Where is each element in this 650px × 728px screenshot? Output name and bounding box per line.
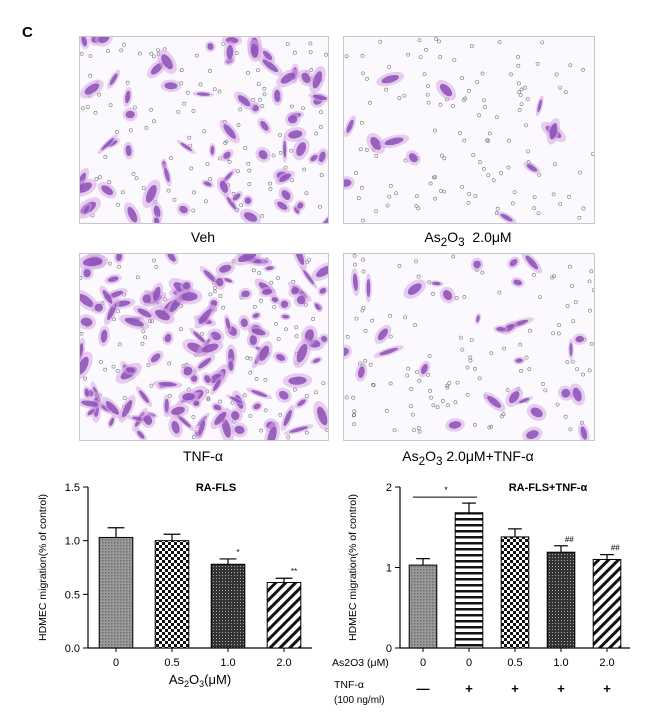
cell-field: [344, 254, 594, 440]
tnf-sign: +: [511, 681, 519, 696]
caption-part: 2.0μM: [464, 229, 512, 245]
caption-part: 2.0μM+TNF-α: [442, 448, 534, 464]
caption-tnf: TNF-α: [183, 448, 223, 464]
caption-part: O: [447, 229, 459, 245]
y-tick-label: 1.5: [65, 482, 80, 494]
y-tick-label: 0.5: [65, 589, 80, 601]
caption-sub: 3: [436, 454, 443, 468]
caption-part: As: [424, 229, 441, 245]
x-tick-label: 1.0: [553, 657, 568, 669]
micrograph-veh: [79, 36, 329, 224]
tnf-sign: —: [417, 681, 430, 696]
micrograph-as2o3-tnf: [343, 253, 595, 441]
significance-marker: ##: [565, 535, 574, 544]
bar: [546, 551, 576, 649]
caption-sub: 3: [458, 235, 465, 249]
y-tick-label: 1: [386, 563, 392, 575]
caption-veh: Veh: [190, 229, 216, 245]
row-label-tnf: TNF-α: [334, 679, 364, 691]
bar: [592, 558, 622, 649]
y-tick-label: 0: [386, 643, 392, 655]
row-label-tnf-dose: (100 ng/ml): [334, 695, 385, 706]
significance-marker: *: [237, 548, 240, 557]
panel-label: C: [22, 24, 33, 41]
bar: [266, 582, 302, 649]
cell-field: [80, 254, 328, 440]
x-tick-label: 0.5: [164, 657, 179, 669]
caption-sub: 2: [440, 235, 448, 249]
bar: [408, 564, 438, 649]
y-tick-label: 1.0: [65, 536, 80, 548]
bar: [500, 536, 530, 649]
row-label-as2o3: As2O3 (μM): [332, 657, 389, 669]
bar: [454, 512, 484, 649]
caption-as2o3: As2O3 2.0μM: [343, 229, 593, 249]
chart-title: RA-FLS+TNF-α: [509, 482, 588, 494]
bar: [98, 536, 134, 649]
caption-sub: 2: [418, 454, 426, 468]
x-tick-label: 2.0: [276, 657, 291, 669]
significance-marker: **: [291, 567, 297, 576]
significance-marker: ##: [611, 544, 620, 553]
tnf-sign: +: [603, 681, 611, 696]
chart-ra-fls: 0.0 0.5 1.0 1.5 HDMEC migration(% of control…: [37, 482, 312, 689]
x-tick-label: 0: [466, 657, 472, 669]
cell-field: [80, 37, 328, 223]
chart-title: RA-FLS: [196, 482, 236, 494]
y-tick-label: 0.0: [65, 643, 80, 655]
x-tick-label: 0.5: [507, 657, 522, 669]
x-tick-label: 0: [420, 657, 426, 669]
x-tick-label: 2.0: [599, 657, 614, 669]
y-axis-label: HDMEC migration(% of control): [37, 494, 49, 641]
caption-part: O: [425, 448, 436, 464]
x-tick-label: 1.0: [220, 657, 235, 669]
micrograph-as2o3: [343, 36, 595, 224]
y-tick-label: 2: [386, 482, 392, 494]
bar: [210, 563, 246, 649]
comparison-star: *: [444, 485, 448, 495]
x-tick-label: 0: [113, 657, 119, 669]
tnf-sign: +: [557, 681, 565, 696]
x-axis-label: As2O3(μM): [169, 672, 231, 689]
micrograph-tnf: [79, 253, 329, 441]
y-axis-label: HDMEC migration(% of control): [347, 494, 359, 641]
tnf-sign: +: [465, 681, 473, 696]
caption-part: As: [402, 448, 419, 464]
caption-as2o3-tnf: As2O3 2.0μM+TNF-α: [343, 448, 593, 468]
cell-field: [344, 37, 594, 223]
chart-ra-fls-tnf: 0 1 2 HDMEC migration(% of control) RA-FLS+T…: [332, 482, 630, 706]
bar: [154, 540, 190, 649]
